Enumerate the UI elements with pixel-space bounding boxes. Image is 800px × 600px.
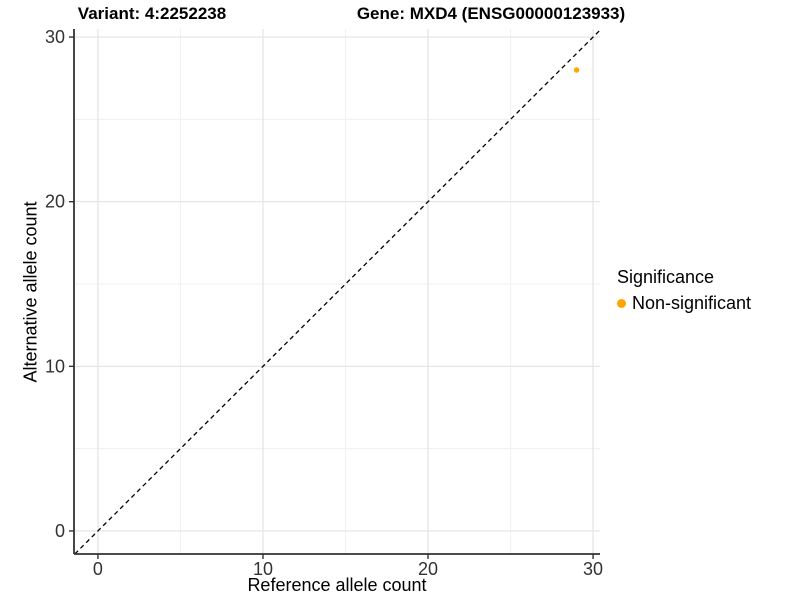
plot-title-gene: Gene: MXD4 (ENSG00000123933) [356, 4, 626, 23]
x-tick-label: 10 [253, 559, 273, 579]
legend-title: Significance [617, 267, 715, 287]
grid-major [74, 29, 600, 554]
y-axis-tick-labels: 0 10 20 30 [45, 27, 65, 541]
y-tick-label: 10 [45, 356, 65, 376]
legend-point-icon [617, 299, 626, 308]
axis-lines [73, 29, 600, 555]
x-axis-title: Reference allele count [247, 575, 427, 595]
legend: Significance Non-significant [617, 267, 751, 314]
y-tick-label: 0 [55, 521, 65, 541]
plot-title-variant: Variant: 4:2252238 [77, 4, 227, 23]
legend-item-non-significant: Non-significant [617, 293, 751, 314]
axis-tick-marks [69, 36, 594, 559]
data-points [573, 67, 580, 73]
x-axis-tick-labels: 0 10 20 30 [93, 559, 603, 579]
legend-item-label: Non-significant [632, 293, 752, 313]
y-axis-title: Alternative allele count [20, 201, 41, 383]
x-tick-label: 20 [418, 559, 438, 579]
y-tick-label: 30 [45, 27, 65, 47]
identity-dashed-line [74, 29, 601, 555]
x-tick-label: 30 [583, 559, 603, 579]
grid-minor [74, 29, 600, 554]
data-point [573, 67, 580, 73]
y-tick-label: 20 [45, 192, 65, 212]
x-tick-label: 0 [93, 559, 103, 579]
